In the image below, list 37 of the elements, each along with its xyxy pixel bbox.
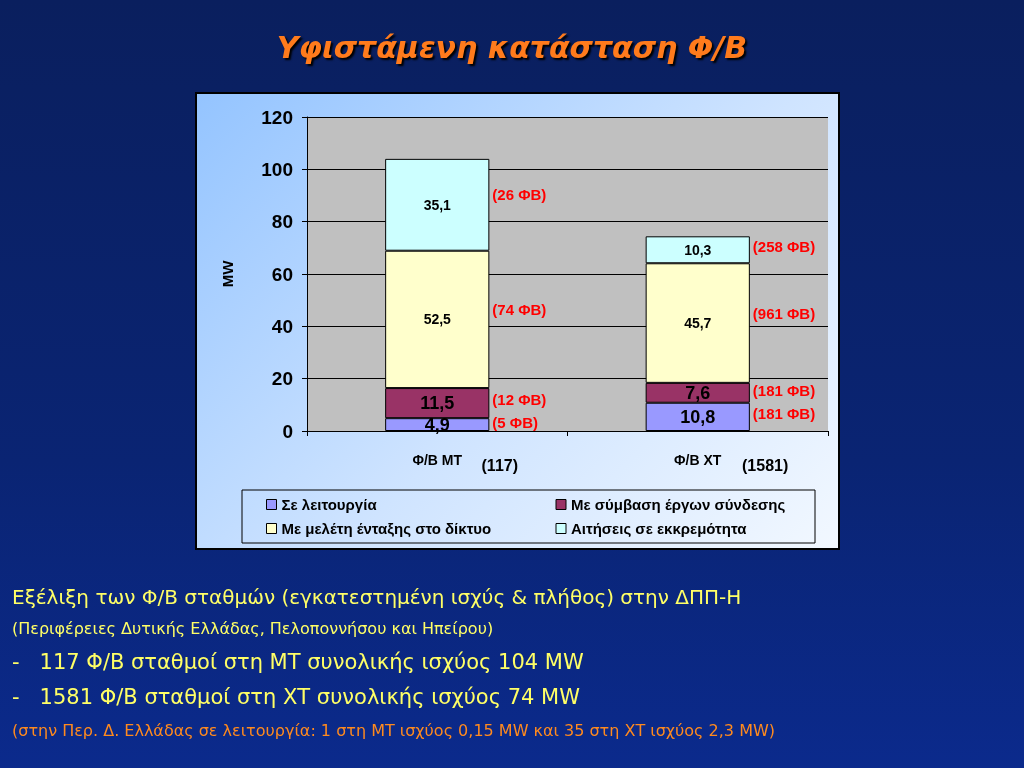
data-label: 10,3 [684,241,712,258]
legend-label: Με σύμβαση έργων σύνδεσης [571,496,786,513]
annotation: (181 ΦΒ) [752,381,816,399]
data-label: 7,6 [685,382,711,403]
annotation: (961 ΦΒ) [752,304,816,322]
text: (Περιφέρειες Δυτικής Ελλάδας, Πελοποννήσου και Ηπείρου) [12,618,495,640]
text: - 1581 Φ/Β σταθμοί στη ΧΤ συνολικής ισχύος 74 MW [12,684,581,711]
x-tick-label: Φ/Β ΧΤ [674,452,722,468]
data-label: 52,5 [423,311,452,328]
x-tick-label: Φ/Β ΜΤ [412,452,463,468]
y-tick-label: 120 [261,106,293,128]
legend-label: Σε λειτουργία [281,496,378,513]
y-tick-label: 40 [271,315,293,337]
annotation: (5 ΦΒ) [492,414,539,432]
text: - 117 Φ/Β σταθμοί στη ΜΤ συνολικής ισχύος 104 MW [12,649,585,676]
text: Εξέλιξη των Φ/Β σταθμών (εγκατεστημένη ισχύς & πλήθος) στην ΔΠΠ-Η [12,584,743,611]
annotation: (258 ΦΒ) [752,237,816,255]
y-axis-title: MW [219,259,236,288]
data-label: 11,5 [420,393,455,414]
y-tick-label: 60 [271,263,293,285]
y-tick-label: 80 [271,211,293,233]
legend-label: Με μελέτη ένταξης στο δίκτυο [281,520,492,537]
data-label: 10,8 [680,406,716,427]
data-label: 35,1 [423,196,452,213]
text: (στην Περ. Δ. Ελλάδας σε λειτουργία: 1 στη ΜΤ ισχύος 0,15 MW και 35 στη ΧΤ ισχύος 2,3 MW) [12,720,775,742]
annotation: (26 ΦΒ) [492,186,547,204]
annotation: (181 ΦΒ) [752,404,816,422]
y-tick-label: 0 [282,420,293,442]
annotation: (12 ΦΒ) [492,390,547,408]
y-tick-label: 100 [261,158,293,180]
data-label: 45,7 [684,315,712,332]
text: (1581) [742,456,789,474]
y-tick-label: 20 [271,368,293,390]
chart-title: Υφιστάμενη κατάσταση Φ/Β [275,30,749,65]
text: (117) [481,456,518,474]
annotation: (74 ΦΒ) [492,300,547,318]
legend-label: Αιτήσεις σε εκκρεμότητα [571,520,748,537]
